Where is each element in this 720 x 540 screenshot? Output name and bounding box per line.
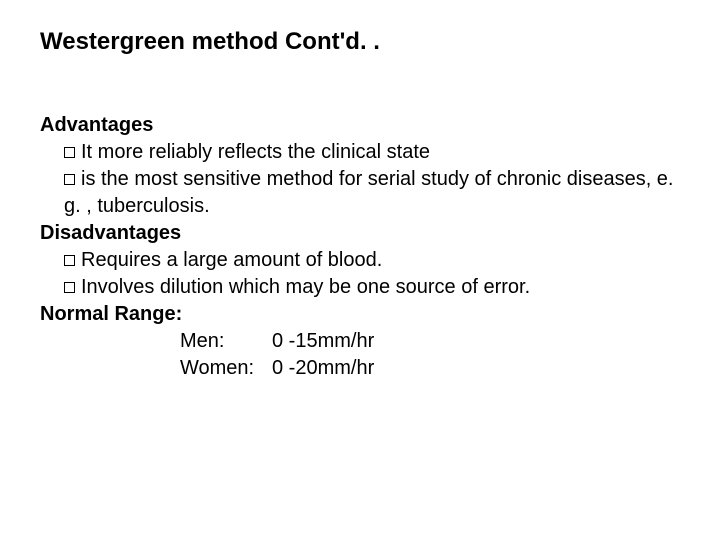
list-item: is the most sensitive method for serial …: [40, 166, 680, 220]
list-item: Involves dilution which may be one sourc…: [40, 274, 680, 301]
men-label: Men:: [180, 328, 272, 355]
bullet-text: is the most sensitive method for serial …: [64, 168, 674, 217]
list-item: It more reliably reflects the clinical s…: [40, 139, 680, 166]
bullet-text: Requires a large amount of blood.: [81, 249, 382, 271]
men-value: 0 -15mm/hr: [272, 328, 374, 355]
square-bullet-icon: [64, 255, 75, 266]
normal-range-values: Men: 0 -15mm/hr Women: 0 -20mm/hr: [40, 328, 680, 382]
slide-body: Advantages It more reliably reflects the…: [40, 112, 680, 382]
bullet-text: Involves dilution which may be one sourc…: [81, 276, 530, 298]
women-label: Women:: [180, 355, 272, 382]
bullet-text: It more reliably reflects the clinical s…: [81, 141, 430, 163]
normal-range-heading: Normal Range:: [40, 301, 680, 328]
square-bullet-icon: [64, 147, 75, 158]
square-bullet-icon: [64, 174, 75, 185]
range-row-men: Men: 0 -15mm/hr: [180, 328, 680, 355]
range-row-women: Women: 0 -20mm/hr: [180, 355, 680, 382]
women-value: 0 -20mm/hr: [272, 355, 374, 382]
list-item: Requires a large amount of blood.: [40, 247, 680, 274]
advantages-heading: Advantages: [40, 112, 680, 139]
disadvantages-heading: Disadvantages: [40, 220, 680, 247]
slide-title: Westergreen method Cont'd. .: [40, 28, 680, 56]
square-bullet-icon: [64, 282, 75, 293]
